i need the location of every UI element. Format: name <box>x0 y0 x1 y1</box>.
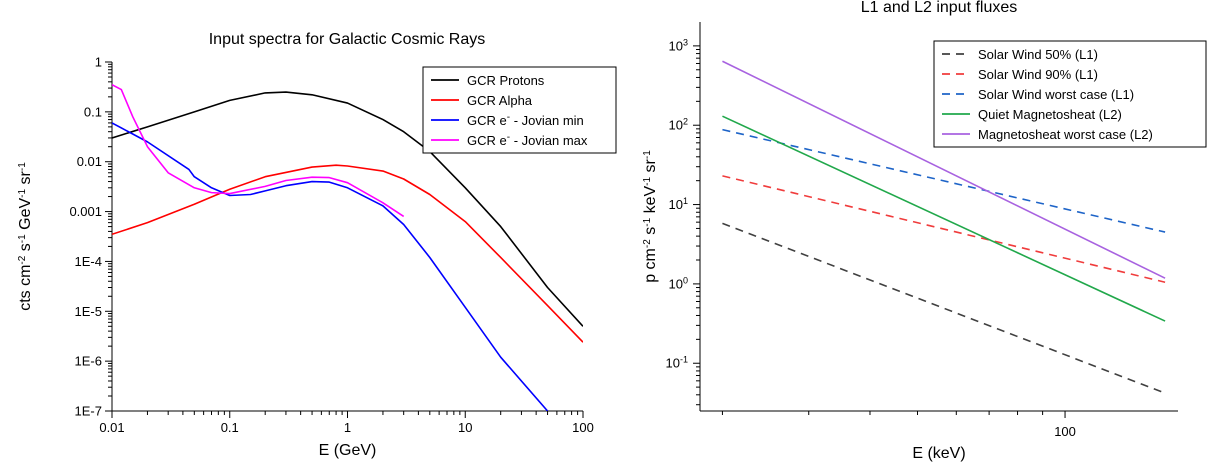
chart-title: Input spectra for Galactic Cosmic Rays <box>209 31 486 48</box>
series-line-gcr-alpha <box>112 164 583 343</box>
y-tick-label: 0.1 <box>84 104 102 119</box>
series-line-solar-wind-50-l1 <box>722 222 1166 394</box>
x-tick-label: 0.1 <box>221 420 239 435</box>
x-tick-label: 100 <box>1054 424 1076 439</box>
y-tick-label: 0.01 <box>77 154 102 169</box>
legend-label: Quiet Magnetosheat (L2) <box>978 107 1122 122</box>
x-tick-label: 100 <box>572 420 594 435</box>
x-tick-label: 10 <box>458 420 472 435</box>
legend-label: GCR e- - Jovian max <box>467 132 588 149</box>
right-chart: L1 and L2 input fluxes 100 103 102 101 100 10-… <box>642 0 1207 462</box>
y-tick-label: 102 <box>669 117 688 133</box>
plot-area <box>112 84 583 411</box>
y-tick-label: 10-1 <box>666 355 688 371</box>
series-line-gcr-e-jovian-min <box>112 122 549 411</box>
x-tick-label: 0.01 <box>99 420 124 435</box>
series-line-magnetosheat-worst-case-l2 <box>722 60 1166 279</box>
legend: GCR Protons GCR Alpha GCR e- - Jovian min G… <box>422 66 617 154</box>
series-line-quiet-magnetosheat-l2 <box>722 115 1166 322</box>
y-tick-label: 103 <box>669 37 688 53</box>
y-axis-label: cts cm-2 s-1 GeV-1 sr-1 <box>17 162 35 311</box>
x-axis-label: E (keV) <box>912 445 965 462</box>
legend-box <box>933 40 1207 148</box>
legend-label: Solar Wind 90% (L1) <box>978 67 1098 82</box>
series-line-gcr-e-jovian-max <box>112 84 405 218</box>
legend-label: GCR Alpha <box>467 93 533 108</box>
series-line-gcr-protons <box>112 91 583 327</box>
legend-label: Solar Wind 50% (L1) <box>978 47 1098 62</box>
legend-label: Magnetosheat worst case (L2) <box>978 127 1153 142</box>
legend: Solar Wind 50% (L1) Solar Wind 90% (L1) So… <box>933 40 1207 148</box>
series-line-solar-wind-90-l1 <box>722 175 1166 283</box>
y-tick-label: 1 <box>95 55 102 70</box>
legend-box <box>422 66 617 154</box>
y-axis-label: p cm-2 s-1 keV-1 sr-1 <box>642 150 660 283</box>
y-tick-label: 1E-5 <box>75 304 102 319</box>
left-chart: Input spectra for Galactic Cosmic Rays 0.… <box>17 31 617 459</box>
x-tick-label: 1 <box>344 420 351 435</box>
y-tick-label: 101 <box>669 196 688 212</box>
y-tick-label: 100 <box>669 275 688 291</box>
y-tick-label: 1E-7 <box>75 404 102 419</box>
y-tick-label: 1E-4 <box>75 254 102 269</box>
x-axis-label: E (GeV) <box>319 442 377 459</box>
legend-label: GCR e- - Jovian min <box>467 112 584 129</box>
legend-label: GCR Protons <box>467 73 545 88</box>
y-tick-label: 1E-6 <box>75 354 102 369</box>
plot-area <box>722 60 1166 394</box>
series-line-solar-wind-worst-case-l1 <box>722 128 1166 233</box>
y-tick-label: 0.001 <box>69 204 102 219</box>
chart-title: L1 and L2 input fluxes <box>861 0 1018 16</box>
legend-label: Solar Wind worst case (L1) <box>978 87 1134 102</box>
